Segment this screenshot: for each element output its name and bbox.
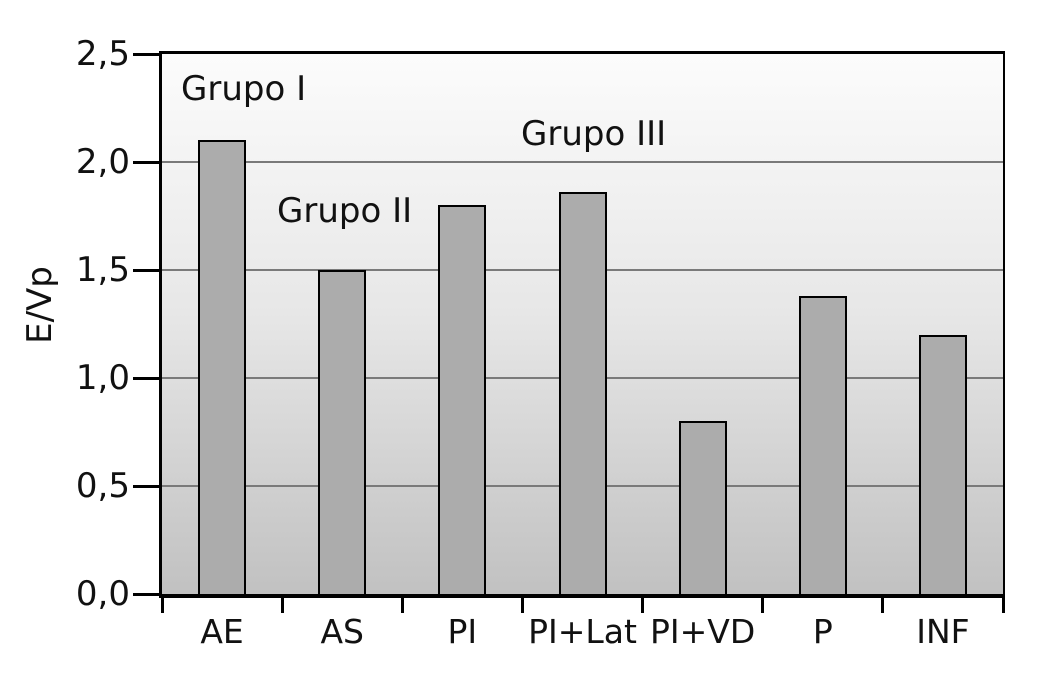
x-tick-label-AE: AE [200,612,244,651]
x-axis-tick [881,597,885,613]
y-tick-label: 1,5 [75,250,130,290]
x-tick-label-PI+VD: PI+VD [650,612,756,651]
bar-P [798,295,847,594]
bar-INF [918,334,967,594]
x-axis-tick [520,597,524,613]
annotation-grupo-3: Grupo III [521,114,667,154]
y-tick-label: 1,0 [75,358,130,398]
x-tick-label-P: P [812,612,833,651]
x-axis-tick [280,597,284,613]
y-tick-label: 0,5 [75,466,130,506]
y-tick-label: 0,0 [75,574,130,614]
gridline [162,161,1003,163]
y-axis-tick [133,484,159,488]
bar-PI+Lat [558,192,607,594]
plot-area [159,51,1005,598]
x-tick-label-INF: INF [916,612,970,651]
x-tick-label-AS: AS [320,612,364,651]
y-axis-tick [133,268,159,272]
y-axis-tick [133,592,159,596]
y-axis-tick [133,160,159,164]
y-axis-tick [133,376,159,380]
annotation-grupo-2: Grupo II [277,191,413,231]
y-axis-tick [133,52,159,56]
bar-PI [438,205,487,594]
x-axis-tick [761,597,765,613]
x-axis-tick [400,597,404,613]
x-tick-label-PI: PI [447,612,478,651]
y-tick-label: 2,5 [75,34,130,74]
x-axis-tick [641,597,645,613]
x-axis-tick [160,597,164,613]
y-tick-label: 2,0 [75,142,130,182]
x-axis-tick [1001,597,1005,613]
bar-AE [198,140,247,594]
bars-layer [162,54,1003,594]
bar-PI+VD [678,421,727,594]
bar-AS [318,270,367,594]
x-tick-label-PI+Lat: PI+Lat [528,612,637,651]
annotation-grupo-1: Grupo I [181,69,307,109]
